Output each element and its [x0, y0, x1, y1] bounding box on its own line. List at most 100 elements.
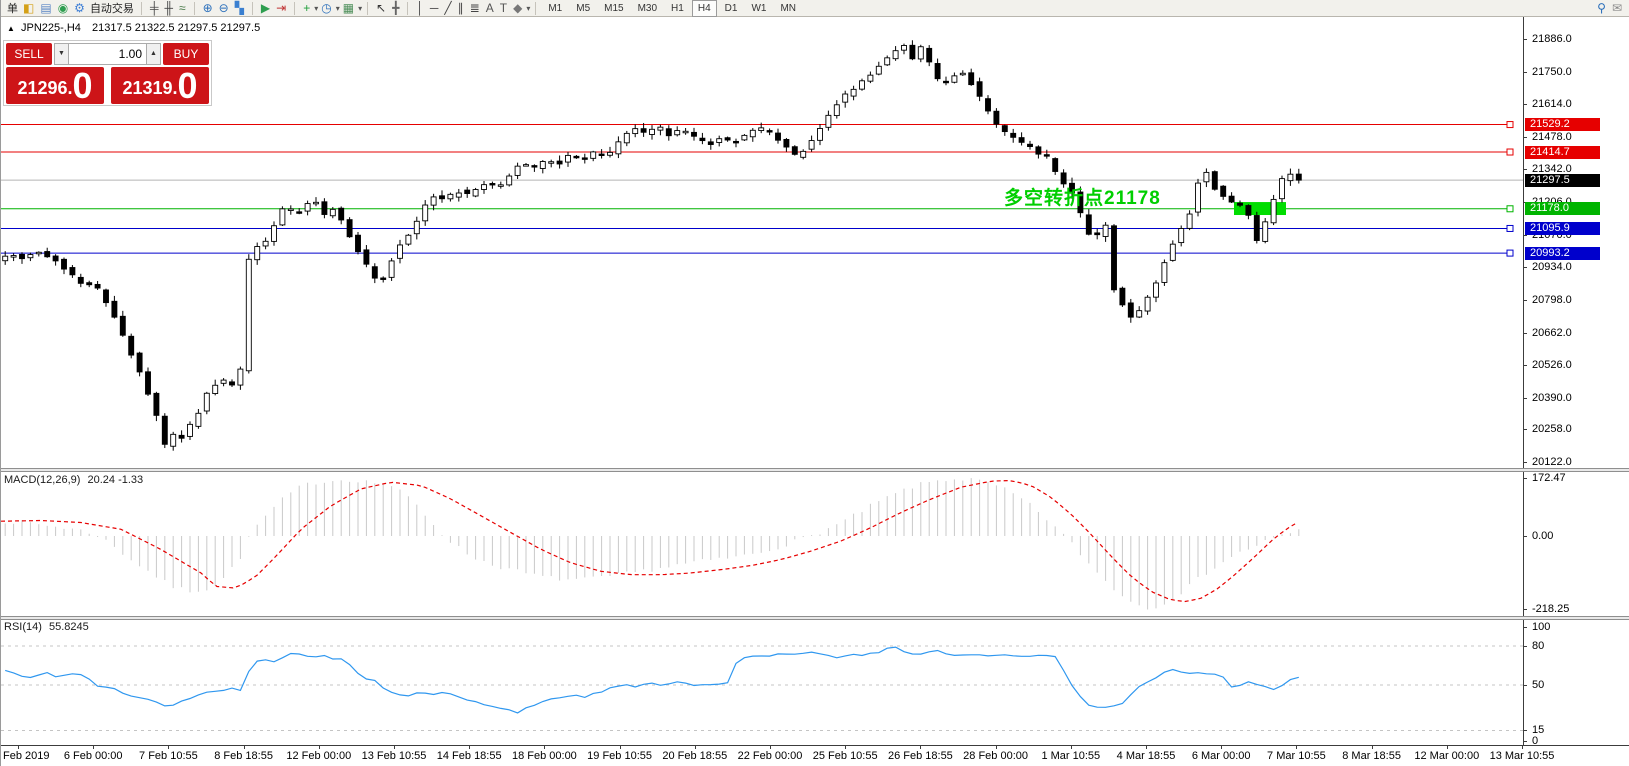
rsi-label: RSI(14) 55.8245: [4, 621, 89, 633]
vertical-line-icon[interactable]: │: [416, 0, 424, 15]
volume-decrease-button[interactable]: ▼: [54, 43, 69, 65]
autotrading-icon[interactable]: ⚙: [74, 0, 85, 15]
bar-chart-icon[interactable]: ╪: [149, 0, 159, 15]
time-axis-label: 12 Mar 00:00: [1414, 750, 1480, 762]
time-axis-tick: [694, 746, 696, 749]
timeframe-button-h4[interactable]: H4: [691, 0, 717, 17]
arrows-icon-dropdown[interactable]: ▾: [526, 3, 531, 13]
time-axis-label: 14 Feb 18:55: [436, 750, 502, 762]
buy-price-big-digit: 0: [177, 65, 198, 106]
time-axis-label: 26 Feb 18:55: [887, 750, 953, 762]
time-axis[interactable]: Feb 2019 6 Feb 00:00 7 Feb 10:55 8 Feb 18:5…: [1, 745, 1629, 766]
buy-price-main: 21319: [122, 78, 173, 98]
time-axis-tick: [1522, 746, 1523, 749]
sell-price-button[interactable]: 21296. 0: [6, 67, 104, 104]
price-tick-label: 21886.0: [1532, 33, 1572, 45]
rsi-axis-tick: [1523, 646, 1527, 647]
rsi-axis-label: 100: [1532, 621, 1551, 633]
volume-increase-button[interactable]: ▲: [146, 43, 161, 65]
timeframe-button-h1[interactable]: H1: [665, 0, 690, 17]
price-tick: [1523, 267, 1527, 269]
search-icon[interactable]: ⚲: [1597, 0, 1606, 15]
timeframe-button-m30[interactable]: M30: [632, 0, 663, 17]
text-label-icon[interactable]: T: [499, 0, 508, 15]
macd-signal-line: [1, 479, 1298, 603]
price-level-badge: 21529.2: [1525, 118, 1600, 132]
panel-separator[interactable]: [1, 616, 1629, 620]
timeframe-button-d1[interactable]: D1: [719, 0, 744, 17]
timeframe-button-m5[interactable]: M5: [570, 0, 596, 17]
level-line-handle: [1506, 121, 1514, 129]
line-chart-icon[interactable]: ≈: [178, 0, 186, 15]
time-axis-label: 25 Feb 10:55: [812, 750, 878, 762]
horizontal-line-icon[interactable]: ─: [429, 0, 439, 15]
rsi-axis-label: 0: [1532, 735, 1539, 747]
periods-icon[interactable]: ◷: [321, 0, 332, 15]
indicators-icon-dropdown[interactable]: ▾: [314, 3, 319, 13]
time-axis-label: 13 Feb 10:55: [361, 750, 427, 762]
crosshair-icon[interactable]: ╋: [392, 0, 400, 15]
timeframe-button-mn[interactable]: MN: [774, 0, 802, 17]
indicators-icon[interactable]: +: [303, 0, 311, 15]
client-terminal-icon[interactable]: ▤: [40, 0, 52, 15]
collapse-marker-icon[interactable]: ▲: [7, 24, 15, 33]
toolbar-right-icons: ⚲ ✉: [1594, 1, 1625, 16]
panel-separator[interactable]: [1, 468, 1629, 472]
price-tick-label: 21478.0: [1532, 130, 1572, 143]
arrows-icon[interactable]: ◆: [513, 0, 523, 15]
price-tick-label: 20526.0: [1532, 359, 1572, 372]
new-order-icon[interactable]: ◧: [23, 0, 35, 15]
buy-button[interactable]: BUY: [163, 43, 209, 65]
price-axis-line: [1523, 17, 1524, 745]
signal-icon[interactable]: ◉: [57, 0, 69, 15]
volume-input[interactable]: 1.00: [69, 43, 146, 65]
time-axis-tick: [93, 746, 95, 749]
macd-indicator-plot: [1, 478, 1300, 610]
price-tick: [1523, 104, 1527, 106]
level-line-handle: [1506, 148, 1514, 156]
new-order-partial-label: 单: [7, 3, 18, 15]
toolbar-separator: [140, 1, 142, 15]
chat-icon[interactable]: ✉: [1611, 0, 1622, 15]
auto-scroll-icon[interactable]: ▶: [260, 0, 271, 15]
time-axis-label: 6 Mar 00:00: [1191, 750, 1251, 762]
chart-title: ▲ JPN225-,H4 21317.5 21322.5 21297.5 212…: [7, 22, 260, 34]
chart-symbol-label: JPN225-,H4: [20, 22, 81, 34]
time-axis-label: 22 Feb 00:00: [737, 750, 803, 762]
price-tick-label: 21614.0: [1532, 98, 1572, 111]
templates-icon[interactable]: ▦: [342, 0, 355, 15]
toolbar-separator: [367, 1, 369, 15]
zoom-in-icon[interactable]: ⊕: [202, 0, 213, 15]
price-tick: [1523, 397, 1527, 399]
macd-name: MACD(12,26,9): [4, 474, 81, 486]
time-axis-tick: [770, 746, 771, 749]
time-axis-label: 8 Feb 18:55: [214, 750, 273, 762]
equidistant-channel-icon[interactable]: ∥: [457, 0, 464, 15]
text-icon[interactable]: A: [485, 0, 494, 15]
templates-icon-dropdown[interactable]: ▾: [358, 3, 363, 13]
price-tick: [1523, 136, 1527, 138]
timeframe-button-m1[interactable]: M1: [542, 0, 568, 17]
time-axis-tick: [1070, 746, 1072, 749]
chart-shift-icon[interactable]: ⇥: [276, 0, 287, 15]
timeframe-button-m15[interactable]: M15: [598, 0, 629, 17]
time-axis-label: 20 Feb 18:55: [662, 750, 728, 762]
timeframe-button-w1[interactable]: W1: [745, 0, 772, 17]
tile-windows-icon[interactable]: ▚: [234, 0, 244, 15]
cursor-icon[interactable]: ↖: [376, 0, 387, 15]
trendline-icon[interactable]: ╱: [444, 0, 452, 15]
fibonacci-icon[interactable]: ≣: [469, 0, 480, 15]
candlestick-chart-icon[interactable]: ╫: [164, 0, 173, 15]
toolbar-items: 单 ◧ ▤ ◉ ⚙ 自动交易 ╪ ╫ ≈ ⊕ ⊖ ▚ ▶ ⇥ + ▾ ◷ ▾ ▦ ▾ ↖ ╋ │ ─ ╱ ∥ ≣ A T ◆ ▾: [5, 0, 541, 16]
macd-values: 20.24 -1.33: [87, 474, 144, 486]
level-line-handle: [1506, 249, 1514, 257]
candlestick-chart[interactable]: [1, 17, 1523, 468]
rsi-value: 55.8245: [48, 621, 89, 633]
periods-icon-dropdown[interactable]: ▾: [335, 3, 340, 13]
sell-button[interactable]: SELL: [6, 43, 52, 65]
level-line-handle: [1506, 224, 1514, 232]
time-axis-tick: [1371, 746, 1373, 749]
buy-price-button[interactable]: 21319. 0: [111, 67, 209, 104]
zoom-out-icon[interactable]: ⊖: [218, 0, 229, 15]
